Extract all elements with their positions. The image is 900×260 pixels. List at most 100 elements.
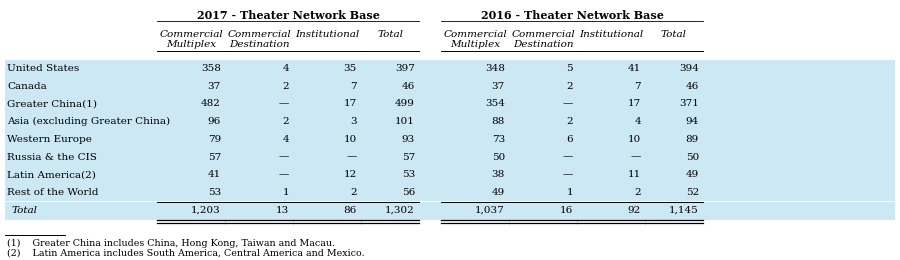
Text: 89: 89 — [686, 135, 699, 144]
Text: 5: 5 — [566, 64, 573, 73]
Text: 397: 397 — [395, 64, 415, 73]
Text: 7: 7 — [350, 82, 357, 91]
FancyBboxPatch shape — [5, 77, 895, 95]
Text: Latin America(2): Latin America(2) — [7, 170, 96, 179]
FancyBboxPatch shape — [5, 131, 895, 148]
Text: —: — — [631, 153, 641, 162]
Text: 41: 41 — [627, 64, 641, 73]
Text: 2: 2 — [566, 117, 573, 126]
Text: 79: 79 — [208, 135, 221, 144]
Text: 50: 50 — [491, 153, 505, 162]
Text: 10: 10 — [344, 135, 357, 144]
Text: Total: Total — [661, 30, 687, 39]
Text: 35: 35 — [344, 64, 357, 73]
Text: (2)    Latin America includes South America, Central America and Mexico.: (2) Latin America includes South America… — [7, 249, 364, 258]
Text: Commercial
Multiplex: Commercial Multiplex — [443, 30, 507, 49]
Text: 86: 86 — [344, 206, 357, 215]
Text: 37: 37 — [491, 82, 505, 91]
Text: 1: 1 — [566, 188, 573, 197]
Text: Canada: Canada — [7, 82, 47, 91]
Text: 4: 4 — [634, 117, 641, 126]
Text: 2: 2 — [634, 188, 641, 197]
Text: —: — — [279, 153, 289, 162]
Text: 371: 371 — [680, 100, 699, 108]
Text: 482: 482 — [201, 100, 221, 108]
Text: 38: 38 — [491, 170, 505, 179]
Text: 348: 348 — [485, 64, 505, 73]
Text: 1,145: 1,145 — [670, 206, 699, 215]
Text: 11: 11 — [627, 170, 641, 179]
Text: 94: 94 — [686, 117, 699, 126]
Text: Total: Total — [12, 206, 38, 215]
Text: 1,203: 1,203 — [191, 206, 221, 215]
Text: 92: 92 — [627, 206, 641, 215]
Text: 2017 - Theater Network Base: 2017 - Theater Network Base — [196, 10, 380, 21]
Text: 88: 88 — [491, 117, 505, 126]
Text: 49: 49 — [686, 170, 699, 179]
Text: 37: 37 — [208, 82, 221, 91]
Text: 2016 - Theater Network Base: 2016 - Theater Network Base — [481, 10, 663, 21]
Text: 17: 17 — [627, 100, 641, 108]
Text: 1: 1 — [283, 188, 289, 197]
Text: 41: 41 — [208, 170, 221, 179]
Text: Western Europe: Western Europe — [7, 135, 92, 144]
Text: 6: 6 — [566, 135, 573, 144]
Text: 4: 4 — [283, 64, 289, 73]
Text: —: — — [562, 170, 573, 179]
Text: Institutional: Institutional — [295, 30, 359, 39]
Text: 17: 17 — [344, 100, 357, 108]
Text: 2: 2 — [566, 82, 573, 91]
Text: Institutional: Institutional — [579, 30, 644, 39]
Text: 46: 46 — [686, 82, 699, 91]
FancyBboxPatch shape — [5, 95, 895, 113]
Text: —: — — [279, 170, 289, 179]
Text: 10: 10 — [627, 135, 641, 144]
Text: Commercial
Destination: Commercial Destination — [227, 30, 291, 49]
Text: —: — — [279, 100, 289, 108]
Text: 52: 52 — [686, 188, 699, 197]
Text: 56: 56 — [401, 188, 415, 197]
Text: 2: 2 — [283, 82, 289, 91]
Text: 13: 13 — [275, 206, 289, 215]
Text: Rest of the World: Rest of the World — [7, 188, 98, 197]
Text: Greater China(1): Greater China(1) — [7, 100, 97, 108]
FancyBboxPatch shape — [5, 113, 895, 131]
FancyBboxPatch shape — [5, 148, 895, 166]
Text: 1,302: 1,302 — [385, 206, 415, 215]
Text: Commercial
Multiplex: Commercial Multiplex — [159, 30, 223, 49]
Text: 57: 57 — [401, 153, 415, 162]
Text: 3: 3 — [350, 117, 357, 126]
Text: 50: 50 — [686, 153, 699, 162]
Text: 12: 12 — [344, 170, 357, 179]
Text: 358: 358 — [201, 64, 221, 73]
Text: 2: 2 — [350, 188, 357, 197]
Text: 394: 394 — [680, 64, 699, 73]
Text: —: — — [346, 153, 357, 162]
Text: 73: 73 — [491, 135, 505, 144]
Text: Commercial
Destination: Commercial Destination — [511, 30, 575, 49]
Text: 7: 7 — [634, 82, 641, 91]
FancyBboxPatch shape — [5, 202, 895, 220]
Text: 49: 49 — [491, 188, 505, 197]
Text: 46: 46 — [401, 82, 415, 91]
FancyBboxPatch shape — [5, 60, 895, 77]
Text: 499: 499 — [395, 100, 415, 108]
Text: 96: 96 — [208, 117, 221, 126]
Text: 53: 53 — [401, 170, 415, 179]
Text: (1)    Greater China includes China, Hong Kong, Taiwan and Macau.: (1) Greater China includes China, Hong K… — [7, 239, 335, 248]
Text: 1,037: 1,037 — [475, 206, 505, 215]
Text: 354: 354 — [485, 100, 505, 108]
FancyBboxPatch shape — [5, 184, 895, 202]
Text: Russia & the CIS: Russia & the CIS — [7, 153, 97, 162]
Text: 101: 101 — [395, 117, 415, 126]
Text: 93: 93 — [401, 135, 415, 144]
Text: —: — — [562, 100, 573, 108]
Text: 4: 4 — [283, 135, 289, 144]
Text: Total: Total — [377, 30, 403, 39]
Text: 2: 2 — [283, 117, 289, 126]
Text: United States: United States — [7, 64, 79, 73]
Text: 57: 57 — [208, 153, 221, 162]
Text: 16: 16 — [560, 206, 573, 215]
FancyBboxPatch shape — [5, 166, 895, 184]
Text: Asia (excluding Greater China): Asia (excluding Greater China) — [7, 117, 170, 126]
